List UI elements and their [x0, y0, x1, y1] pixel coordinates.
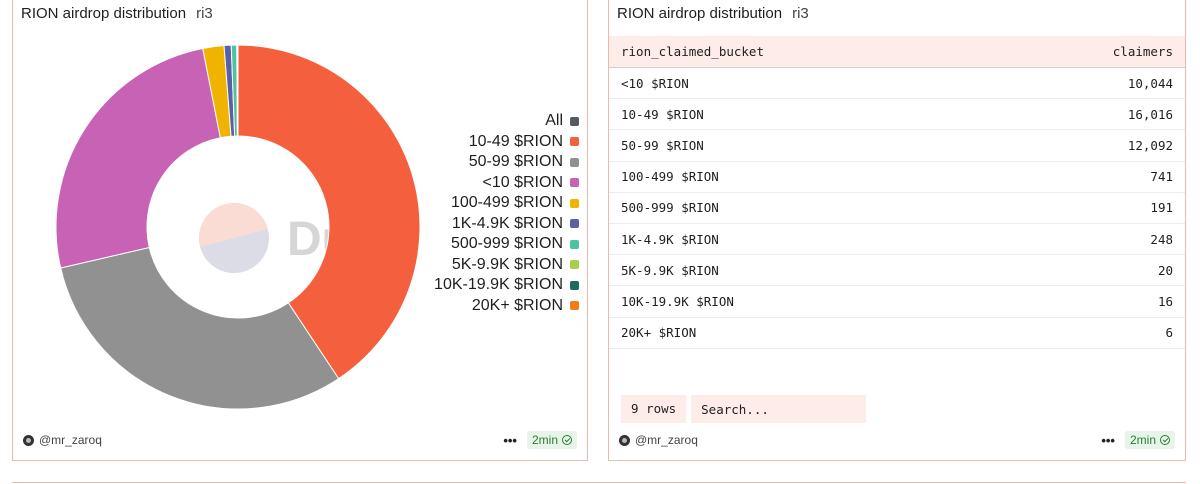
cell-claimers: 20 [1157, 262, 1173, 278]
cell-claimers: 6 [1165, 325, 1173, 341]
author[interactable]: @mr_zaroq [23, 433, 102, 447]
refresh-time: 2min [531, 433, 558, 447]
table-row[interactable]: 50-99 $RION 12,092 [609, 130, 1185, 162]
chart-subtitle: ri3 [196, 5, 213, 22]
check-circle-icon [1160, 435, 1170, 445]
legend-label: 10-49 $RION [468, 132, 563, 150]
check-circle-icon [562, 435, 572, 445]
column-header-bucket[interactable]: rion_claimed_bucket [621, 44, 764, 59]
next-panel-border [12, 482, 1186, 483]
chart-panel: RION airdrop distribution ri3 Dune All 10-… [12, 0, 588, 461]
cell-bucket: 5K-9.9K $RION [621, 262, 719, 278]
table-panel-title: RION airdrop distribution ri3 [617, 5, 809, 22]
legend-item[interactable]: 20K+ $RION [434, 296, 579, 317]
legend-swatch [570, 239, 579, 249]
legend-item[interactable]: 10K-19.9K $RION [434, 275, 579, 296]
chart-panel-title: RION airdrop distribution ri3 [21, 5, 213, 22]
cell-bucket: 50-99 $RION [621, 137, 704, 153]
cell-bucket: 10-49 $RION [621, 106, 704, 122]
legend-item[interactable]: 500-999 $RION [434, 234, 579, 255]
legend-item[interactable]: 5K-9.9K $RION [434, 255, 579, 276]
legend-item[interactable]: 1K-4.9K $RION [434, 214, 579, 235]
legend-label: 100-499 $RION [450, 194, 563, 212]
avatar-icon [619, 434, 630, 446]
legend-item[interactable]: 100-499 $RION [434, 193, 579, 214]
table-row[interactable]: 20K+ $RION 6 [609, 318, 1185, 349]
legend-swatch [570, 198, 579, 208]
cell-bucket: 1K-4.9K $RION [621, 231, 719, 247]
donut-slice[interactable] [55, 47, 221, 269]
table-row[interactable]: <10 $RION 10,044 [609, 68, 1185, 100]
legend-label: <10 $RION [482, 173, 563, 191]
legend-swatch [570, 178, 579, 188]
legend-label: All [545, 112, 563, 130]
legend-label: 500-999 $RION [450, 235, 563, 253]
chart-title: RION airdrop distribution [21, 5, 187, 22]
legend-item[interactable]: 50-99 $RION [434, 152, 579, 173]
cell-claimers: 248 [1150, 231, 1173, 247]
table-row[interactable]: 5K-9.9K $RION 20 [609, 255, 1185, 287]
legend-swatch [570, 219, 579, 229]
legend-swatch [570, 137, 579, 147]
cell-claimers: 16 [1157, 293, 1173, 309]
cell-bucket: 500-999 $RION [621, 200, 719, 216]
cell-claimers: 16,016 [1127, 106, 1173, 122]
cell-bucket: 10K-19.9K $RION [621, 293, 734, 309]
legend-label: 50-99 $RION [468, 153, 563, 171]
cell-claimers: 10,044 [1127, 75, 1173, 91]
legend-label: 1K-4.9K $RION [451, 214, 563, 232]
donut-chart: Dune [55, 44, 421, 410]
table-body: <10 $RION 10,044 10-49 $RION 16,016 50-99 $R… [609, 68, 1185, 349]
legend-item[interactable]: <10 $RION [434, 173, 579, 194]
legend-swatch [570, 280, 579, 290]
more-options-icon[interactable]: ••• [503, 432, 517, 448]
cell-claimers: 741 [1150, 169, 1173, 185]
table-title: RION airdrop distribution [617, 5, 783, 22]
chart-footer: @mr_zaroq ••• 2min [23, 430, 577, 450]
table-row[interactable]: 10K-19.9K $RION 16 [609, 286, 1185, 318]
legend-item[interactable]: 10-49 $RION [434, 132, 579, 153]
cell-claimers: 191 [1150, 200, 1173, 216]
column-header-claimers[interactable]: claimers [1112, 44, 1173, 59]
table-footer: 9 rows [621, 395, 867, 423]
results-table: rion_claimed_bucket claimers <10 $RION 10… [609, 36, 1185, 349]
legend-label: 10K-19.9K $RION [434, 276, 563, 294]
search-input[interactable] [691, 395, 867, 423]
table-panel: RION airdrop distribution ri3 rion_claime… [608, 0, 1186, 461]
donut-slice[interactable] [237, 44, 421, 380]
refresh-time: 2min [1129, 433, 1156, 447]
legend-swatch [570, 116, 579, 126]
cell-bucket: <10 $RION [621, 75, 689, 91]
author-name: @mr_zaroq [635, 433, 698, 447]
table-footer-bar: @mr_zaroq ••• 2min [619, 430, 1175, 450]
legend-item[interactable]: All [434, 111, 579, 132]
legend-swatch [570, 157, 579, 167]
legend-label: 20K+ $RION [471, 296, 563, 314]
table-row[interactable]: 100-499 $RION 741 [609, 162, 1185, 193]
table-subtitle: ri3 [792, 5, 809, 22]
watermark-logo-top [199, 203, 268, 248]
donut-slice[interactable] [60, 246, 340, 410]
author[interactable]: @mr_zaroq [619, 433, 698, 447]
refresh-status-badge[interactable]: 2min [1124, 431, 1175, 449]
chart-legend: All 10-49 $RION 50-99 $RION <10 $RION 100-49… [434, 111, 579, 316]
refresh-status-badge[interactable]: 2min [526, 431, 577, 449]
table-header: rion_claimed_bucket claimers [609, 36, 1185, 68]
cell-claimers: 12,092 [1127, 137, 1173, 153]
more-options-icon[interactable]: ••• [1101, 432, 1115, 448]
cell-bucket: 20K+ $RION [621, 325, 697, 341]
table-row[interactable]: 10-49 $RION 16,016 [609, 99, 1185, 131]
table-row[interactable]: 1K-4.9K $RION 248 [609, 224, 1185, 256]
cell-bucket: 100-499 $RION [621, 169, 719, 185]
row-count: 9 rows [621, 395, 687, 423]
legend-swatch [570, 260, 579, 270]
donut-slices [55, 44, 421, 410]
avatar-icon [23, 434, 34, 446]
author-name: @mr_zaroq [39, 433, 102, 447]
legend-swatch [570, 301, 579, 311]
legend-label: 5K-9.9K $RION [451, 255, 563, 273]
table-row[interactable]: 500-999 $RION 191 [609, 193, 1185, 224]
